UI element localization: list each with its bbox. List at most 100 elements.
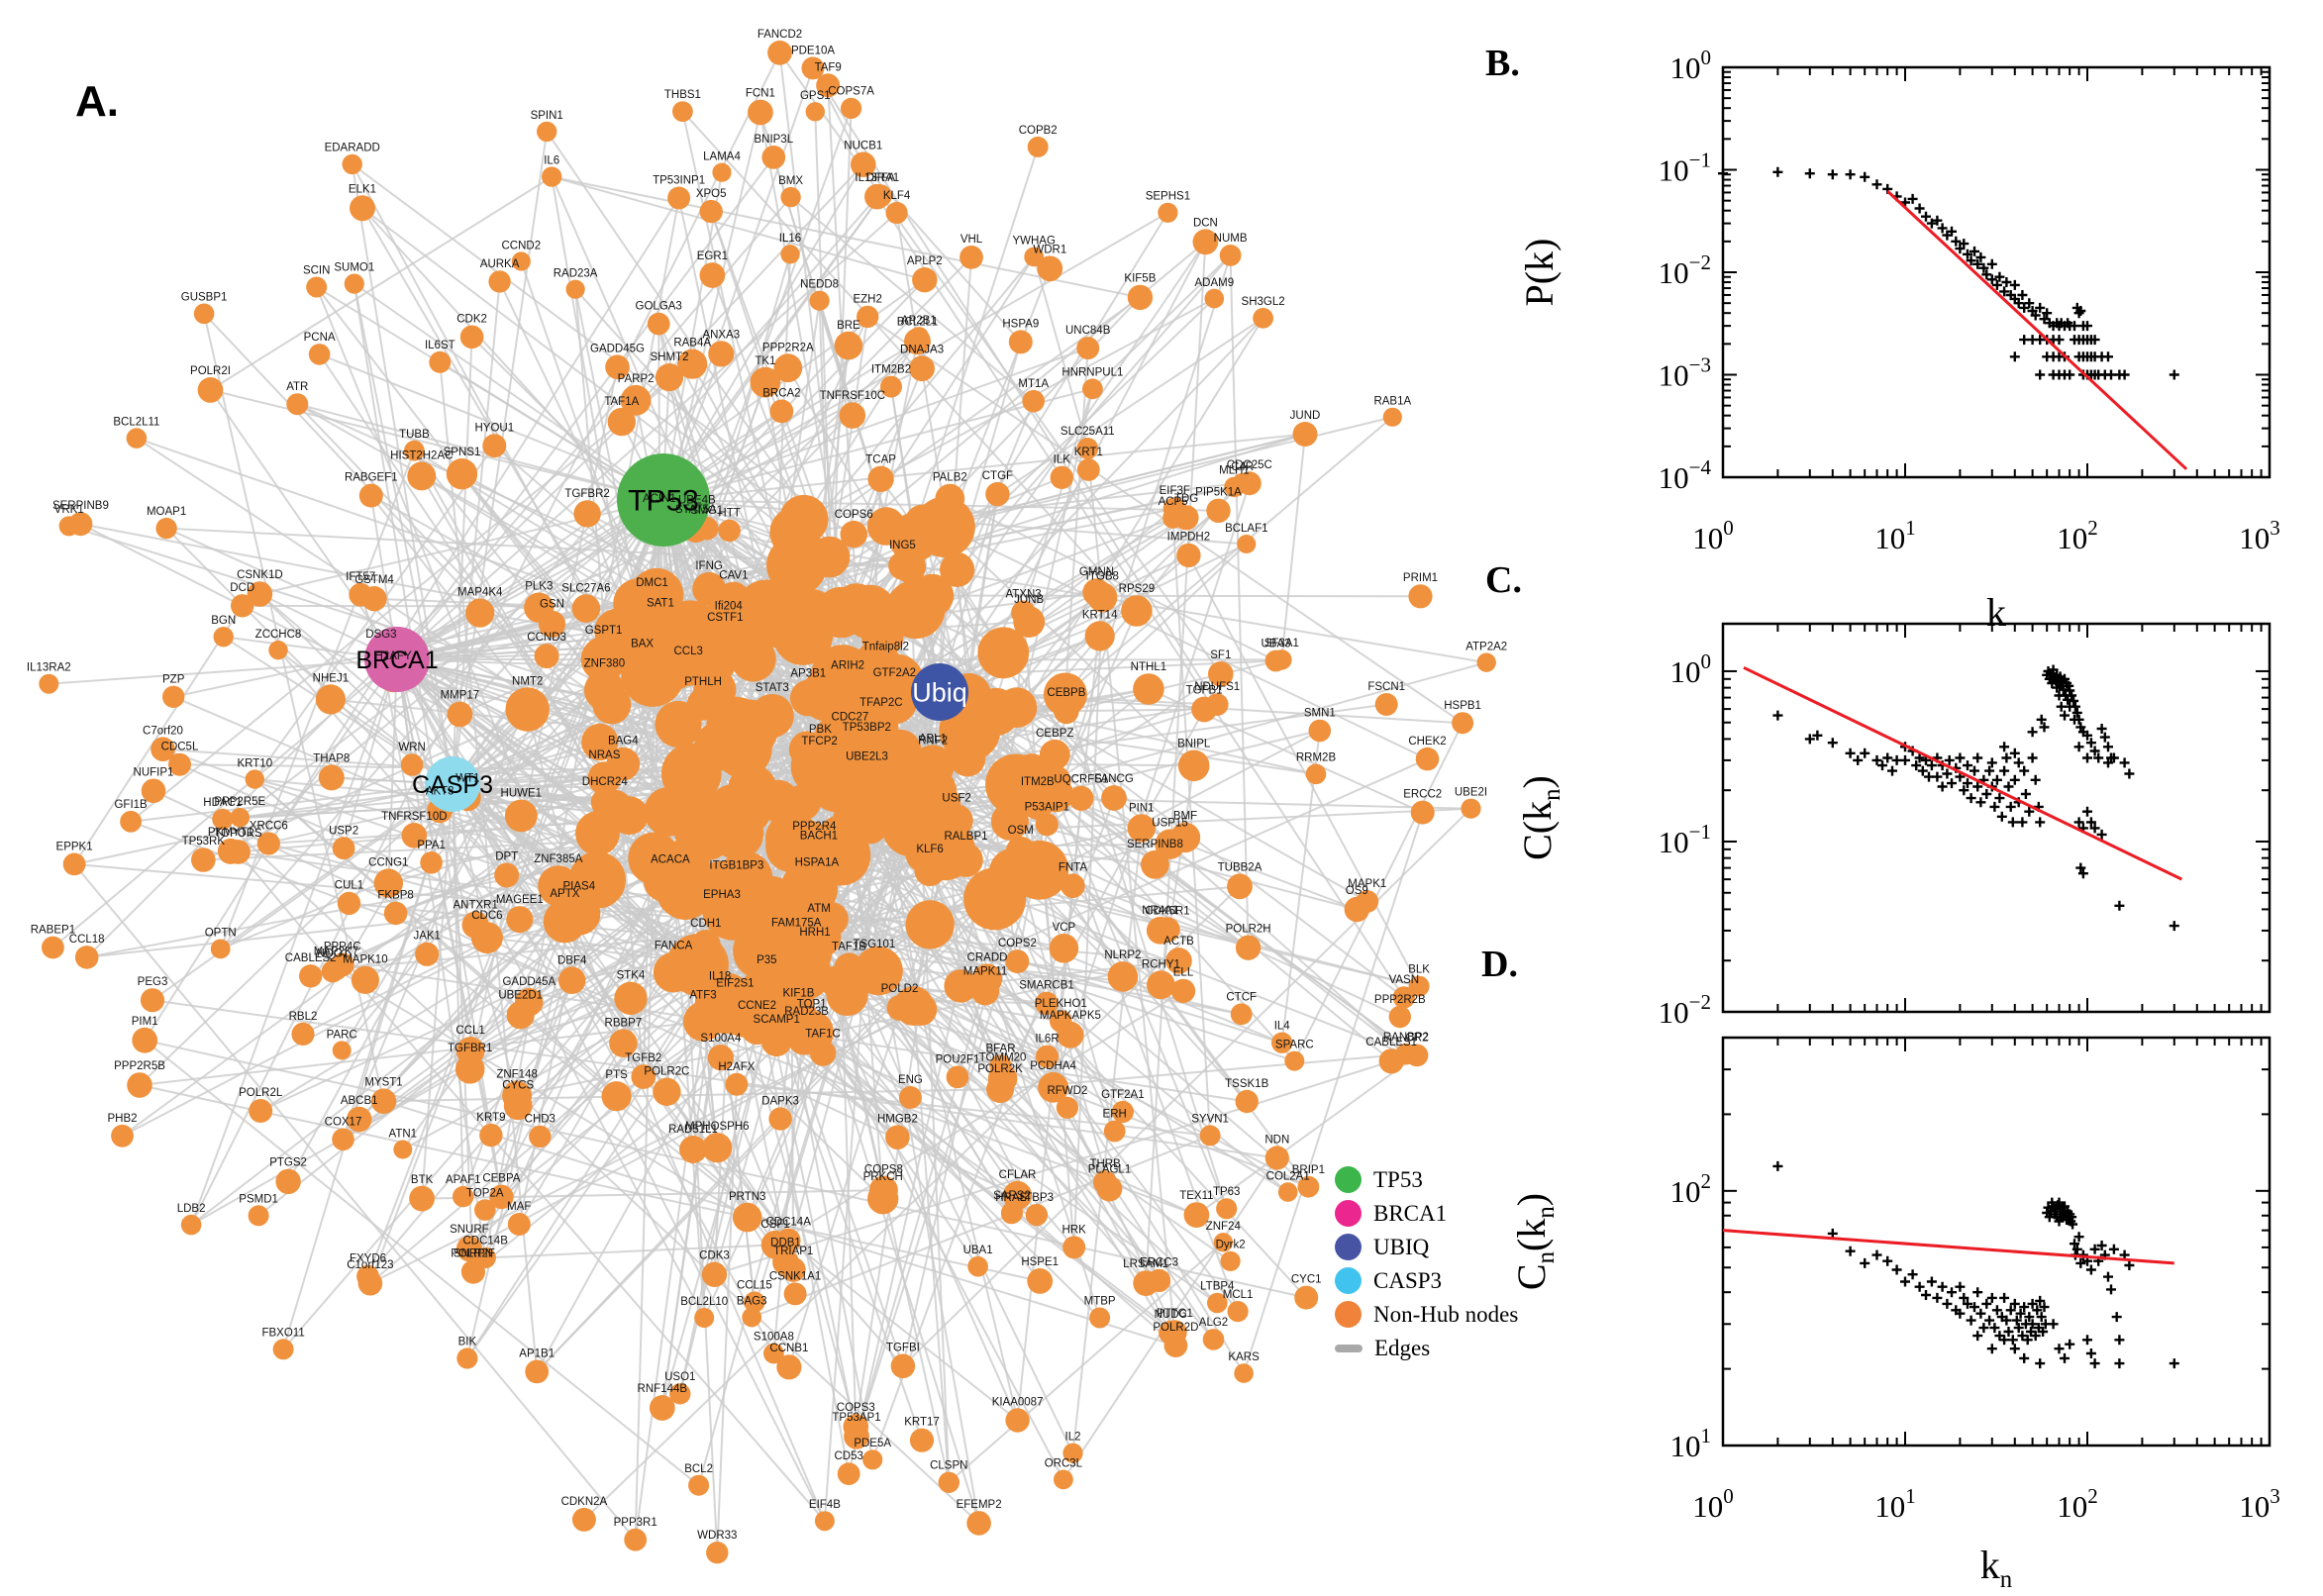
non-hub-node (230, 808, 251, 828)
network-edge (789, 196, 1035, 402)
non-hub-node (191, 848, 216, 872)
non-hub-node (1084, 621, 1115, 651)
data-point (1871, 1249, 1882, 1260)
non-hub-node (247, 581, 273, 607)
non-hub-node (905, 900, 955, 949)
network-edge (439, 361, 539, 1372)
data-point (1972, 1331, 1983, 1342)
y-tick-label: 100 (1670, 649, 1712, 689)
network-edge (341, 963, 826, 1522)
network-edge (662, 347, 1089, 501)
data-point (1999, 765, 2010, 776)
data-point (1921, 211, 1931, 222)
data-point (1966, 793, 1976, 804)
data-point (2082, 752, 2092, 763)
x-tick-label: 103 (2239, 516, 2280, 555)
non-hub-node (769, 399, 794, 424)
non-hub-node (575, 811, 620, 856)
non-hub-node (162, 685, 185, 708)
data-point (1981, 1298, 1992, 1309)
data-point (1972, 1287, 1983, 1298)
data-point (2169, 921, 2179, 932)
data-point (1882, 752, 1893, 763)
non-hub-node (231, 594, 254, 618)
non-hub-node (268, 641, 288, 660)
non-hub-node (914, 854, 946, 887)
legend-item-edges: Edges (1335, 1335, 1518, 1361)
data-point (2111, 1312, 2122, 1323)
data-points (1772, 1160, 2179, 1369)
data-point (1891, 1264, 1902, 1275)
non-hub-node (767, 40, 792, 65)
data-point (2027, 727, 2038, 738)
data-point (1907, 1269, 1918, 1280)
data-point (2114, 900, 2125, 911)
fit-line (1722, 1229, 2174, 1265)
data-point (2108, 1244, 2119, 1254)
network-edge (287, 499, 664, 1182)
data-point (2009, 351, 2020, 362)
data-point (1966, 1315, 1976, 1326)
data-point (1989, 801, 2000, 812)
data-point (2048, 1319, 2059, 1330)
network-edge (848, 388, 1094, 1474)
non-hub-node (1147, 970, 1175, 1000)
network-edge (871, 797, 1115, 1460)
network-edge (421, 783, 454, 1199)
non-hub-node (542, 166, 562, 187)
x-tick-label: 101 (1874, 1484, 1916, 1524)
non-hub-node (1408, 584, 1433, 609)
data-point (2082, 1335, 2092, 1346)
non-hub-node (120, 810, 142, 833)
data-point (1942, 1298, 1953, 1309)
data-point (2103, 1271, 2113, 1282)
network-edge (267, 658, 398, 845)
non-hub-node (415, 942, 440, 966)
data-point (2019, 765, 2030, 776)
non-hub-node (885, 579, 946, 640)
data-point (1845, 748, 1856, 758)
network-edge (774, 990, 1184, 1247)
data-point (1978, 1323, 1989, 1334)
non-hub-node (780, 245, 800, 264)
data-point (2103, 351, 2113, 362)
network-edge (1154, 863, 1392, 1062)
network-edge (912, 1005, 951, 1483)
legend-item-casp3: CASP3 (1335, 1267, 1518, 1294)
network-edge (452, 281, 501, 785)
non-hub-node (691, 930, 721, 959)
network-edge (662, 433, 1306, 501)
axis-ticks (1722, 66, 2271, 478)
x-tick-label: 101 (1874, 516, 1916, 555)
non-hub-node (318, 764, 345, 791)
data-point (1970, 765, 1979, 776)
network-edge (1063, 348, 1089, 695)
non-hub-node (909, 355, 935, 382)
non-hub-node (977, 627, 1030, 679)
non-hub-node (1022, 389, 1045, 413)
panel-a-label: A. (75, 77, 119, 126)
network-edge (396, 658, 668, 1093)
non-hub-node (708, 341, 735, 367)
data-point (1947, 778, 1957, 789)
non-hub-node (590, 788, 619, 817)
legend-label: UBIQ (1373, 1234, 1430, 1259)
non-hub-node (455, 1236, 482, 1262)
fit-line (1886, 189, 2188, 470)
plot-frame (1721, 1036, 2272, 1447)
data-point (2096, 724, 2107, 734)
non-hub-node (197, 377, 224, 403)
legend-label: BRCA1 (1373, 1200, 1448, 1226)
data-point (1972, 752, 1983, 763)
y-tick-label: 100 (1670, 46, 1712, 85)
non-hub-node (867, 465, 894, 492)
network-edge (452, 783, 464, 1197)
data-point (2035, 1358, 2046, 1369)
non-hub-node (1415, 747, 1440, 771)
non-hub-node (783, 1282, 807, 1306)
non-hub-node (773, 353, 803, 383)
non-hub-node (854, 810, 887, 845)
legend-label: CASP3 (1373, 1267, 1443, 1293)
non-hub-node (789, 679, 827, 717)
non-hub-node (863, 709, 899, 745)
